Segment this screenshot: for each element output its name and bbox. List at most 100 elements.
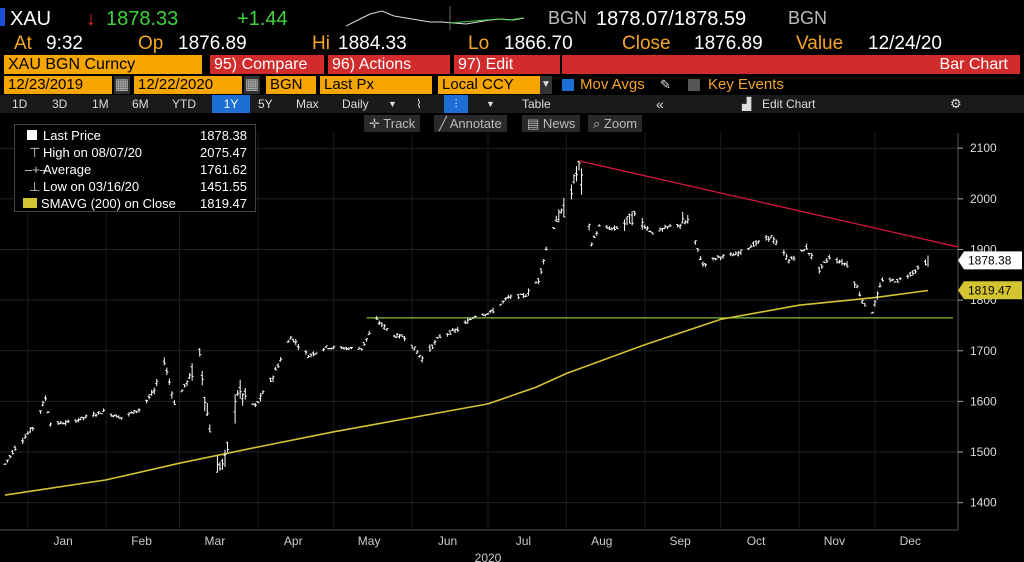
legend-value: 2075.47 xyxy=(200,145,247,160)
annotate-label: Annotate xyxy=(449,116,502,131)
x-axis-label: 2020 xyxy=(475,551,502,562)
ask-source: BGN xyxy=(788,8,828,28)
legend-item: ⊤ High on 08/07/20 2075.47 xyxy=(15,144,255,161)
mov-avgs-checkbox[interactable] xyxy=(562,79,574,91)
actions-button[interactable]: 96) Actions xyxy=(328,55,450,74)
legend-value: 1451.55 xyxy=(200,179,247,194)
open-label: Op xyxy=(138,33,164,54)
period-1y[interactable]: 1Y xyxy=(212,95,250,113)
news-icon: ▤ xyxy=(527,116,543,131)
x-tick-label: May xyxy=(358,534,381,548)
legend-label: Last Price xyxy=(43,128,101,143)
calendar-icon[interactable]: ▦ xyxy=(244,76,260,94)
collapse-icon[interactable]: « xyxy=(656,96,664,112)
quote-time: 9:32 xyxy=(46,33,83,54)
x-tick-label: Dec xyxy=(900,534,921,548)
track-label: Track xyxy=(383,116,416,131)
line-chart-icon[interactable]: ⌇ xyxy=(416,97,422,111)
edit-button[interactable]: 97) Edit xyxy=(454,55,560,74)
chart-tools: ✛ Track ╱ Annotate ▤ News ⌕ Zoom xyxy=(0,114,1024,133)
period-bar: 1D 3D 1M 6M YTD 1Y 5Y Max Daily ▼ ⌇ ⫶ ▼ … xyxy=(0,95,1024,113)
bar-chart-icon[interactable]: ⫶ xyxy=(444,95,468,113)
table-button[interactable]: Table xyxy=(522,97,551,111)
bid-source: BGN xyxy=(548,8,588,28)
y-tick-label: 1500 xyxy=(970,445,997,459)
annotate-button[interactable]: ╱ Annotate xyxy=(434,115,507,132)
legend-swatch xyxy=(27,130,37,140)
bid-ask: 1878.07/1878.59 xyxy=(596,8,747,30)
last-price: 1878.33 xyxy=(106,8,179,30)
pencil-icon[interactable]: ✎ xyxy=(660,77,671,92)
legend-value: 1878.38 xyxy=(200,128,247,143)
edit-chart-button[interactable]: Edit Chart xyxy=(762,97,816,111)
gear-icon[interactable]: ⚙ xyxy=(950,96,962,111)
legend-item: ⊥ Low on 03/16/20 1451.55 xyxy=(15,178,255,195)
high-label: Hi xyxy=(312,33,330,54)
average-marker-icon: –+– xyxy=(25,162,48,177)
source-field[interactable]: BGN xyxy=(266,76,316,94)
resistance-trendline xyxy=(578,160,959,248)
high-value: 1884.33 xyxy=(338,33,407,54)
low-marker-icon: ⊥ xyxy=(29,179,41,194)
close-value: 1876.89 xyxy=(694,33,763,54)
calendar-icon[interactable]: ▦ xyxy=(114,76,130,94)
period-1m[interactable]: 1M xyxy=(92,97,109,111)
currency-select[interactable]: Local CCY xyxy=(438,76,540,94)
command-bar: XAU BGN Curncy 95) Compare 96) Actions 9… xyxy=(0,55,1024,75)
x-tick-label: Jun xyxy=(438,534,457,548)
last-price-tag-label: 1878.38 xyxy=(968,253,1012,267)
period-6m[interactable]: 6M xyxy=(132,97,149,111)
zoom-icon: ⌕ xyxy=(593,116,604,131)
value-label: Value xyxy=(796,33,844,54)
start-date-field[interactable]: 12/23/2019 xyxy=(4,76,112,94)
chevron-down-icon[interactable]: ▼ xyxy=(540,76,552,94)
news-label: News xyxy=(542,116,576,131)
price-change: +1.44 xyxy=(237,8,288,30)
period-ytd[interactable]: YTD xyxy=(172,97,196,111)
close-label: Close xyxy=(622,33,671,54)
edit-chart-icon[interactable]: ▟ xyxy=(742,97,752,111)
period-3d[interactable]: 3D xyxy=(52,97,68,111)
chart-legend: Last Price 1878.38 ⊤ High on 08/07/20 20… xyxy=(14,124,256,212)
x-tick-label: Sep xyxy=(670,534,692,548)
frequency-select[interactable]: Daily xyxy=(342,97,369,111)
security-field[interactable]: XAU BGN Curncy xyxy=(4,55,202,74)
high-marker-icon: ⊤ xyxy=(29,145,41,160)
legend-swatch xyxy=(23,198,37,208)
zoom-label: Zoom xyxy=(603,116,638,131)
ticker-bar: XAU ↓ 1878.33 +1.44 BGN 1878.07/1878.59 … xyxy=(0,0,1024,32)
last-price-tag xyxy=(958,251,1022,270)
x-tick-label: Mar xyxy=(205,534,226,548)
key-events-label: Key Events xyxy=(708,76,784,93)
key-events-checkbox[interactable] xyxy=(688,79,700,91)
ticker-symbol[interactable]: XAU xyxy=(10,8,52,30)
legend-label: Low on 03/16/20 xyxy=(43,179,140,194)
period-1d[interactable]: 1D xyxy=(12,97,28,111)
sma-tag xyxy=(958,281,1022,300)
legend-item: –+– Average 1761.62 xyxy=(15,161,255,178)
legend-label: Average xyxy=(43,162,92,177)
chevron-down-icon[interactable]: ▼ xyxy=(486,99,495,109)
y-tick-label: 1600 xyxy=(970,394,997,408)
field-select[interactable]: Last Px xyxy=(320,76,432,94)
x-tick-label: Oct xyxy=(747,534,766,548)
end-date-field[interactable]: 12/22/2020 xyxy=(134,76,242,94)
y-tick-label: 1400 xyxy=(970,496,997,510)
y-tick-label: 2000 xyxy=(970,192,997,206)
price-chart[interactable]: Jan Feb Mar Apr May Jun Jul Aug Sep Oct Nov Dec 2020… xyxy=(0,133,1024,562)
y-tick-label: 1700 xyxy=(970,344,997,358)
news-button[interactable]: ▤ News xyxy=(522,115,581,132)
period-max[interactable]: Max xyxy=(296,97,319,111)
sma-line xyxy=(4,289,929,496)
zoom-button[interactable]: ⌕ Zoom xyxy=(588,115,643,132)
open-value: 1876.89 xyxy=(178,33,247,54)
crosshair-icon: ✛ xyxy=(369,116,384,131)
period-5y[interactable]: 5Y xyxy=(258,97,273,111)
low-value: 1866.70 xyxy=(504,33,573,54)
track-button[interactable]: ✛ Track xyxy=(364,115,421,132)
legend-item: SMAVG (200) on Close 1819.47 xyxy=(15,195,255,212)
down-arrow-icon: ↓ xyxy=(86,8,96,30)
chevron-down-icon[interactable]: ▼ xyxy=(388,99,397,109)
chart-type-label: Bar Chart xyxy=(562,55,1020,74)
compare-button[interactable]: 95) Compare xyxy=(210,55,324,74)
